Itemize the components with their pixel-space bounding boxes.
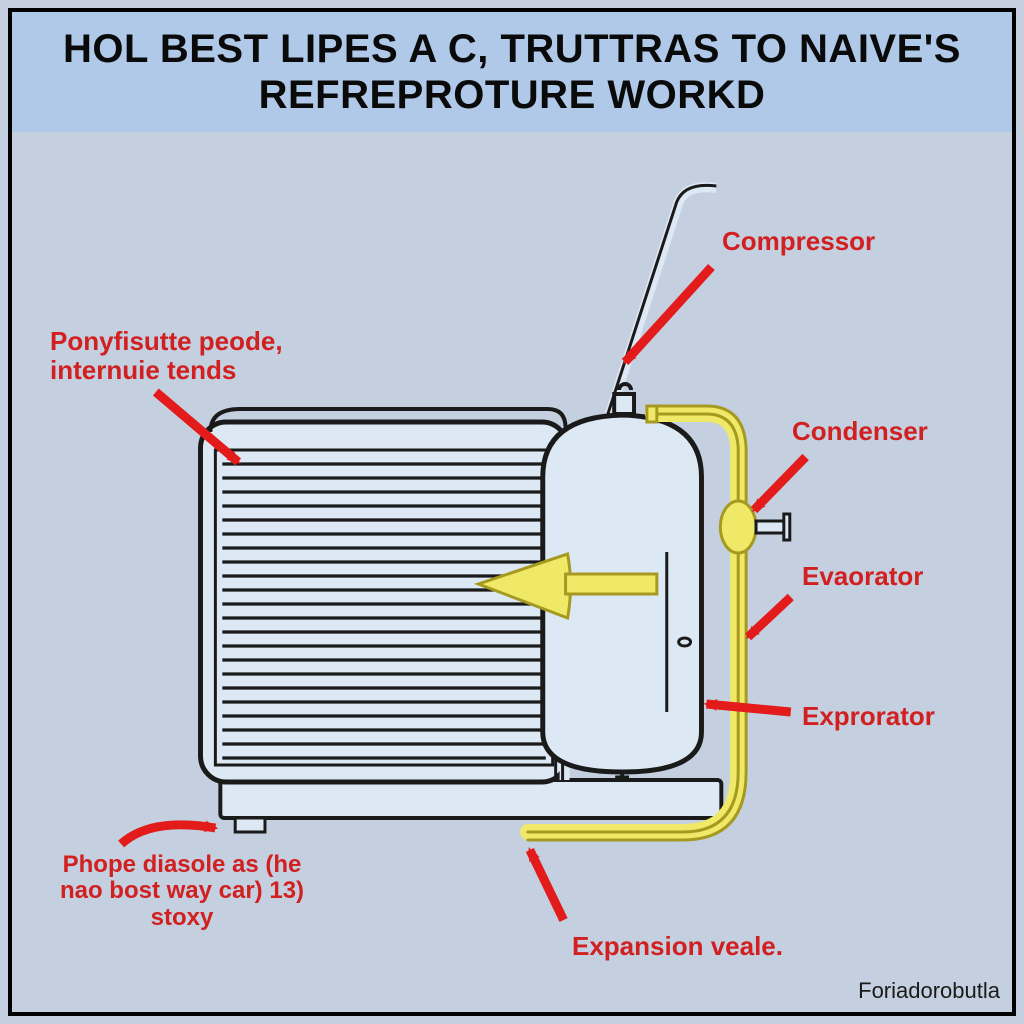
label-expansion-veale: Expansion veale. bbox=[572, 932, 783, 961]
label-ponyfisutte: Ponyfisutte peode, internuie tends bbox=[50, 327, 310, 384]
arrow-exprorator bbox=[706, 704, 790, 712]
arrow-evaorator bbox=[748, 597, 791, 637]
diagram-canvas: Compressor Condenser Evaorator Exprorato… bbox=[12, 132, 1012, 1012]
credit-text: Foriadorobutla bbox=[858, 978, 1000, 1004]
arrow-expansion-veale bbox=[530, 850, 564, 920]
title-band: HOL BEST LIPES A C, TRUTTRAS TO NAIVE'S … bbox=[12, 12, 1012, 132]
pipe-inlet-coupler bbox=[647, 406, 657, 422]
label-phope-diasole: Phope diasole as (he nao bost way car) 1… bbox=[52, 852, 312, 931]
page-title: HOL BEST LIPES A C, TRUTTRAS TO NAIVE'S … bbox=[42, 26, 982, 118]
arrow-condenser bbox=[754, 457, 806, 510]
arrow-phope-diasole bbox=[121, 825, 215, 844]
label-evaorator: Evaorator bbox=[802, 562, 923, 591]
label-exprorator: Exprorator bbox=[802, 702, 935, 731]
label-compressor: Compressor bbox=[722, 227, 875, 256]
diagram-frame: HOL BEST LIPES A C, TRUTTRAS TO NAIVE'S … bbox=[8, 8, 1016, 1016]
label-condenser: Condenser bbox=[792, 417, 928, 446]
